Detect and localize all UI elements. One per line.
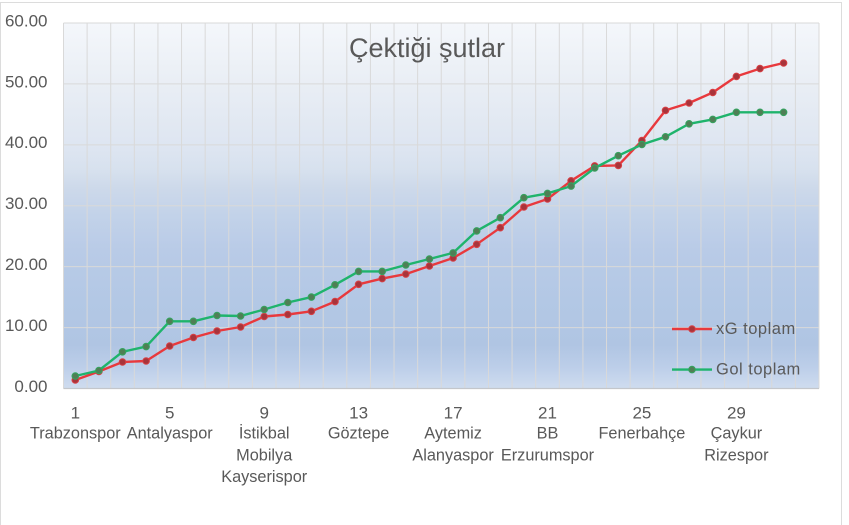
- svg-text:10.00: 10.00: [5, 316, 48, 335]
- svg-text:Çektiği şutlar: Çektiği şutlar: [349, 33, 505, 63]
- svg-text:30.00: 30.00: [5, 194, 48, 213]
- svg-text:BB: BB: [537, 425, 559, 443]
- svg-text:25: 25: [632, 404, 651, 423]
- svg-text:Mobilya: Mobilya: [236, 446, 293, 464]
- svg-text:40.00: 40.00: [5, 133, 48, 152]
- svg-text:Kayserispor: Kayserispor: [221, 468, 308, 486]
- svg-text:1: 1: [71, 404, 80, 423]
- svg-text:29: 29: [727, 404, 746, 423]
- svg-text:17: 17: [444, 404, 463, 423]
- svg-text:13: 13: [349, 404, 368, 423]
- svg-text:21: 21: [538, 404, 557, 423]
- svg-text:Rizespor: Rizespor: [704, 446, 769, 464]
- svg-text:20.00: 20.00: [5, 255, 48, 274]
- svg-text:50.00: 50.00: [5, 72, 48, 91]
- svg-text:Aytemiz: Aytemiz: [424, 425, 482, 443]
- svg-text:60.00: 60.00: [5, 11, 48, 30]
- svg-text:Gol toplam: Gol toplam: [716, 361, 801, 379]
- svg-text:0.00: 0.00: [14, 377, 47, 396]
- svg-text:Fenerbahçe: Fenerbahçe: [598, 425, 685, 443]
- svg-text:İstikbal: İstikbal: [239, 424, 290, 443]
- svg-text:Alanyaspor: Alanyaspor: [412, 446, 494, 464]
- svg-text:xG toplam: xG toplam: [716, 320, 796, 338]
- svg-text:Erzurumspor: Erzurumspor: [501, 446, 595, 464]
- svg-text:9: 9: [259, 404, 268, 423]
- svg-text:Antalyaspor: Antalyaspor: [127, 425, 214, 443]
- svg-text:Çaykur: Çaykur: [711, 425, 763, 443]
- svg-text:Göztepe: Göztepe: [328, 425, 390, 443]
- svg-text:Trabzonspor: Trabzonspor: [30, 425, 121, 443]
- svg-text:5: 5: [165, 404, 174, 423]
